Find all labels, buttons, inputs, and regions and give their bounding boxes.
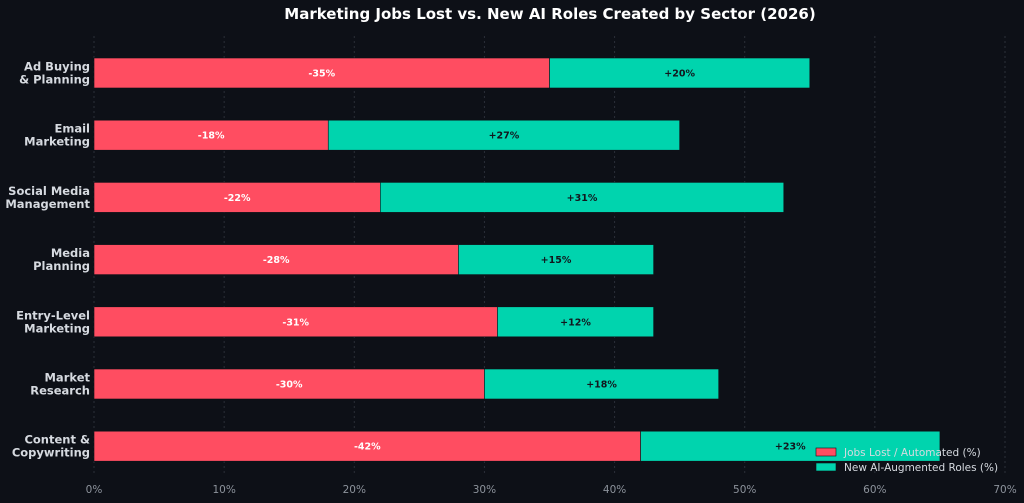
bar-lost-3	[93, 244, 459, 275]
category-label-line: Management	[5, 197, 90, 211]
legend-swatch-1	[815, 462, 837, 472]
bars-layer: -35% +20% -18% +27% -22% +31% -28% +15% -31% +12%…	[93, 57, 941, 462]
data-label-lost-3: -28%	[263, 255, 290, 266]
category-label-1: Email Marketing	[24, 122, 90, 149]
category-label-line: Planning	[33, 259, 90, 273]
bar-new-3	[458, 244, 654, 275]
data-label-new-1: +27%	[489, 131, 520, 142]
chart-title: Marketing Jobs Lost vs. New AI Roles Cre…	[284, 5, 815, 23]
category-label-line: Content &	[24, 433, 90, 447]
data-label-lost-2: -22%	[224, 193, 251, 204]
x-axis-ticks: 0% 10% 20% 30% 40% 50% 60% 70%	[86, 484, 1017, 496]
data-label-lost-6: -42%	[354, 442, 381, 453]
bar-new-0	[549, 57, 811, 89]
bar-new-5	[484, 368, 719, 400]
x-tick-label-5: 50%	[733, 484, 756, 496]
data-label-lost-4: -31%	[282, 317, 309, 328]
category-label-line: Copywriting	[12, 446, 90, 460]
x-tick-label-2: 20%	[343, 484, 366, 496]
category-label-4: Entry-Level Marketing	[16, 308, 90, 335]
bar-new-6	[640, 430, 941, 462]
category-label-0: Ad Buying & Planning	[19, 60, 90, 87]
category-label-line: Media	[51, 246, 90, 260]
legend-label-0: Jobs Lost / Automated (%)	[843, 447, 981, 459]
x-tick-label-7: 70%	[993, 484, 1016, 496]
category-label-line: & Planning	[19, 73, 90, 87]
bar-new-4	[497, 306, 654, 338]
category-label-line: Ad Buying	[24, 60, 90, 74]
x-tick-label-0: 0%	[86, 484, 103, 496]
data-label-new-3: +15%	[541, 255, 572, 266]
x-tick-label-3: 30%	[473, 484, 496, 496]
data-label-new-0: +20%	[664, 69, 695, 80]
category-label-line: Email	[55, 122, 90, 136]
category-label-line: Entry-Level	[16, 308, 90, 322]
category-label-6: Content & Copywriting	[12, 433, 90, 460]
category-label-line: Research	[30, 384, 90, 398]
bar-lost-6	[93, 430, 641, 462]
data-label-new-5: +18%	[586, 380, 617, 391]
data-label-lost-1: -18%	[198, 131, 225, 142]
category-label-5: Market Research	[30, 371, 90, 398]
category-label-line: Marketing	[24, 135, 90, 149]
x-tick-label-4: 40%	[603, 484, 626, 496]
legend-label-1: New AI-Augmented Roles (%)	[844, 462, 998, 474]
category-label-2: Social Media Management	[5, 184, 90, 211]
data-label-lost-5: -30%	[276, 380, 303, 391]
category-label-line: Social Media	[8, 184, 90, 198]
category-label-3: Media Planning	[33, 246, 90, 273]
category-label-line: Market	[44, 371, 90, 385]
data-label-new-6: +23%	[775, 442, 806, 453]
bar-lost-5	[93, 368, 485, 400]
legend-swatch-0	[815, 447, 837, 457]
bar-new-2	[380, 182, 785, 213]
data-label-lost-0: -35%	[308, 69, 335, 80]
data-label-new-2: +31%	[567, 193, 598, 204]
bar-new-1	[327, 119, 680, 151]
bar-lost-2	[93, 182, 381, 213]
bar-lost-4	[93, 306, 498, 338]
x-tick-label-1: 10%	[212, 484, 235, 496]
x-tick-label-6: 60%	[863, 484, 886, 496]
bar-lost-0	[93, 57, 550, 89]
data-label-new-4: +12%	[560, 317, 591, 328]
category-label-line: Marketing	[24, 321, 90, 335]
legend: Jobs Lost / Automated (%) New AI-Augmente…	[815, 447, 998, 474]
